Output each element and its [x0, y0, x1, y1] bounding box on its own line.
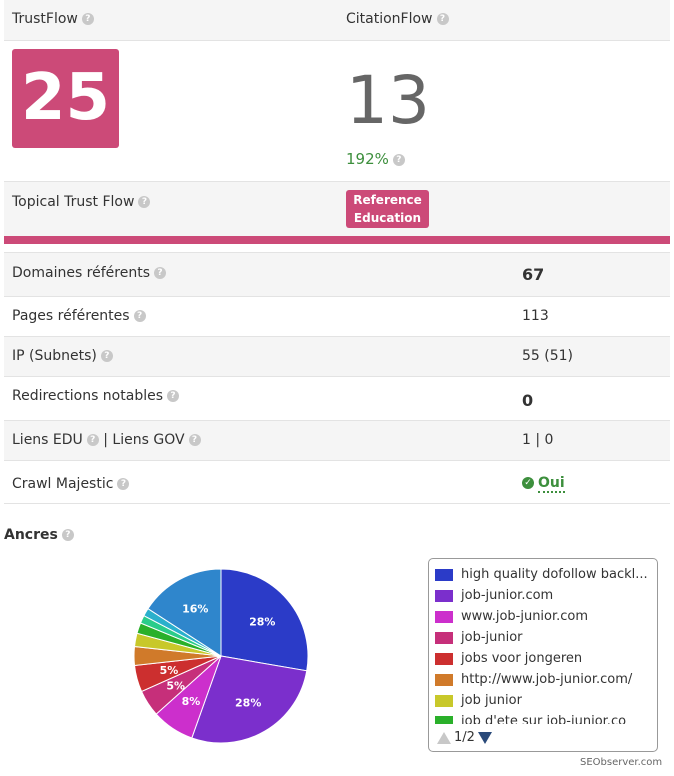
help-icon[interactable]: ?: [133, 310, 146, 322]
metric-row-edu-gov: Liens EDU? | Liens GOV? 1 | 0: [4, 420, 670, 460]
pie-data-label: 16%: [182, 603, 208, 616]
legend-swatch: [435, 568, 453, 581]
pie-slice[interactable]: [191, 655, 308, 744]
ancres-title: Ancres?: [4, 527, 74, 543]
badge-line-2: Education: [353, 211, 422, 225]
legend-item[interactable]: job-junior: [435, 629, 653, 650]
check-circle-icon: ✓: [522, 477, 534, 489]
help-icon[interactable]: ?: [138, 196, 151, 208]
metric-row-redirections: Redirections notables? 0: [4, 376, 670, 420]
pie-slice[interactable]: [220, 568, 309, 672]
legend-swatch: [435, 694, 453, 707]
crawl-value: Oui: [538, 475, 565, 493]
legend-item[interactable]: jobs voor jongeren: [435, 650, 653, 671]
legend-item[interactable]: www.job-junior.com: [435, 608, 653, 629]
metric-label: IP (Subnets): [12, 348, 97, 364]
metric-label: Pages référentes: [12, 308, 130, 324]
legend-label: high quality dofollow backl...: [461, 567, 648, 582]
pie-data-label: 5%: [166, 679, 185, 692]
trustflow-score: 25: [12, 49, 119, 148]
metric-row-domaines: Domaines référents? 67: [4, 252, 670, 296]
legend-swatch: [435, 610, 453, 623]
legend-label: jobs voor jongeren: [461, 651, 583, 666]
legend-item[interactable]: job junior: [435, 692, 653, 713]
metric-row-pages: Pages référentes? 113: [4, 296, 670, 336]
citationflow-header: CitationFlow?: [346, 11, 449, 27]
metric-value: 67: [522, 265, 545, 284]
metric-separator: |: [103, 432, 108, 448]
legend-item[interactable]: job d'ete sur job-junior.co: [435, 713, 653, 724]
help-icon[interactable]: ?: [117, 478, 130, 490]
page-indicator: 1/2: [454, 730, 475, 745]
header-row: TrustFlow? CitationFlow?: [4, 0, 670, 40]
legend-items: high quality dofollow backl... job-junior…: [435, 566, 653, 724]
pie-slice[interactable]: [147, 568, 222, 657]
metric-label: Domaines référents: [12, 265, 151, 281]
metric-label-edu: Liens EDU: [12, 432, 83, 448]
pie-data-label: 28%: [235, 697, 261, 710]
pie-data-label: 8%: [182, 695, 201, 708]
metric-value: 55 (51): [522, 348, 574, 364]
metric-label: Crawl Majestic: [12, 476, 114, 492]
legend-item[interactable]: job-junior.com: [435, 587, 653, 608]
citationflow-score: 13: [346, 62, 430, 139]
legend-label: www.job-junior.com: [461, 609, 589, 624]
legend-swatch: [435, 652, 453, 665]
help-icon[interactable]: ?: [436, 13, 449, 25]
legend-pager: 1/2: [437, 730, 492, 745]
help-icon[interactable]: ?: [81, 13, 94, 25]
legend-swatch: [435, 631, 453, 644]
legend-label: job d'ete sur job-junior.co: [461, 714, 627, 724]
legend-swatch: [435, 715, 453, 724]
legend-label: http://www.job-junior.com/: [461, 672, 633, 687]
legend-label: job-junior.com: [461, 588, 554, 603]
badge-line-1: Reference: [353, 193, 422, 207]
metric-value: 1 | 0: [522, 432, 554, 448]
metric-label-gov: Liens GOV: [112, 432, 185, 448]
citationflow-change: 192%?: [346, 150, 405, 168]
metric-row-crawl: Crawl Majestic?: [4, 460, 670, 504]
crawl-status[interactable]: ✓ Oui: [522, 475, 565, 493]
pie-data-label: 28%: [249, 615, 275, 628]
help-icon[interactable]: ?: [86, 434, 99, 446]
prev-page-icon[interactable]: [437, 731, 451, 744]
metric-value: 0: [522, 391, 534, 410]
legend-label: job-junior: [461, 630, 523, 645]
help-icon[interactable]: ?: [188, 434, 201, 446]
pie-legend: high quality dofollow backl... job-junior…: [428, 558, 658, 752]
legend-item[interactable]: http://www.job-junior.com/: [435, 671, 653, 692]
legend-swatch: [435, 673, 453, 686]
trustflow-header: TrustFlow?: [12, 11, 94, 27]
metric-row-ip: IP (Subnets)? 55 (51): [4, 336, 670, 376]
topical-badge[interactable]: Reference Education: [346, 190, 429, 228]
credit-text: SEObserver.com: [580, 757, 663, 768]
legend-label: job junior: [461, 693, 522, 708]
help-icon[interactable]: ?: [167, 390, 179, 402]
anchor-pie-chart: 28% 28% 8% 5% 5% 16%: [133, 568, 309, 744]
pie-data-label: 5%: [160, 664, 179, 677]
legend-swatch: [435, 589, 453, 602]
separator-bar: [4, 236, 670, 244]
legend-item[interactable]: high quality dofollow backl...: [435, 566, 653, 587]
topical-row: Topical Trust Flow?: [4, 181, 670, 236]
help-icon[interactable]: ?: [61, 529, 74, 541]
metric-label: Redirections notables: [12, 388, 163, 404]
help-icon[interactable]: ?: [392, 153, 405, 166]
help-icon[interactable]: ?: [154, 267, 167, 279]
next-page-icon[interactable]: [477, 731, 492, 744]
scores-row: [4, 40, 670, 181]
help-icon[interactable]: ?: [100, 350, 113, 362]
metric-value: 113: [522, 308, 549, 324]
topical-trustflow-label: Topical Trust Flow?: [12, 194, 151, 210]
